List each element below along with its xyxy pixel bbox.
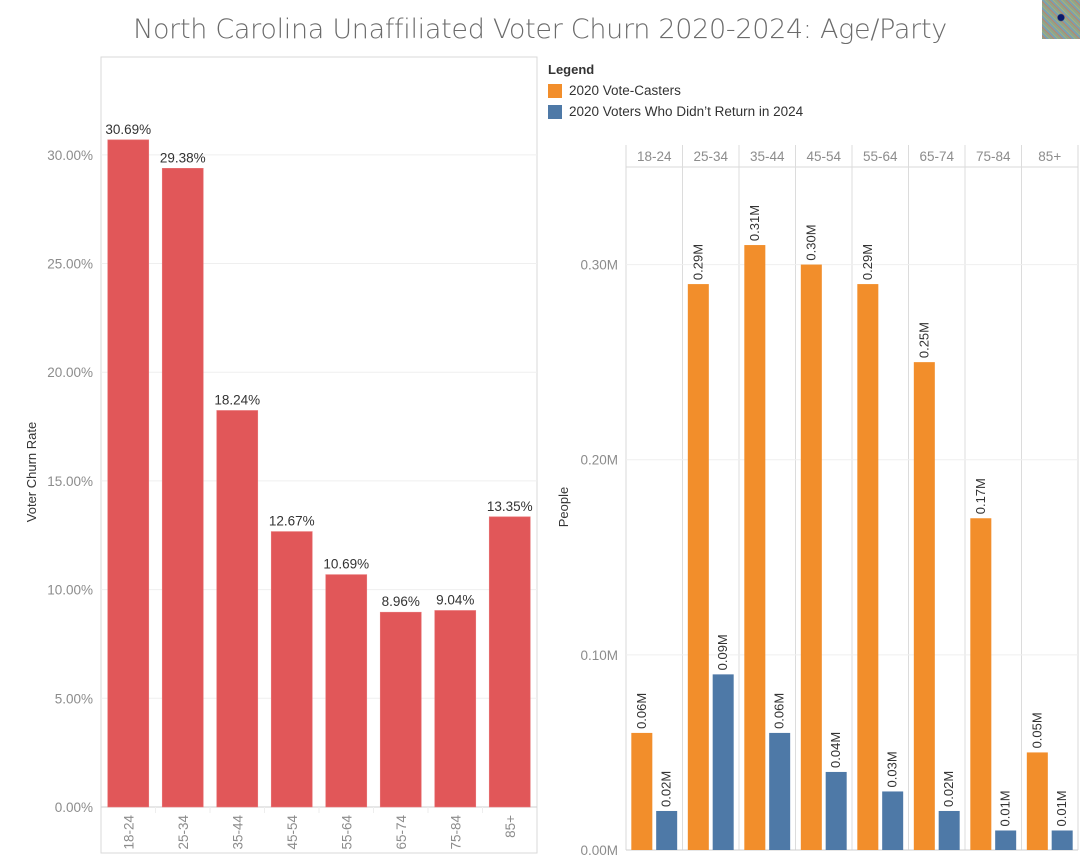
bar-vote-casters-65-74 xyxy=(913,362,935,850)
legend-label: 2020 Voters Who Didn’t Return in 2024 xyxy=(569,104,804,119)
y-tick-label: 15.00% xyxy=(47,474,93,489)
bar-non-returning-18-24 xyxy=(656,810,678,850)
data-label: 13.35% xyxy=(487,499,533,514)
data-label: 0.31M xyxy=(747,205,762,241)
y-tick-label: 0.00M xyxy=(580,843,618,858)
y-tick-label: 25.00% xyxy=(47,257,93,272)
bar-non-returning-55-64 xyxy=(882,791,904,850)
bar-non-returning-85+ xyxy=(1051,830,1073,850)
header-category-label: 55-64 xyxy=(863,149,898,164)
bar-55-64 xyxy=(325,574,368,808)
plot-frame xyxy=(100,56,538,854)
bar-vote-casters-75-84 xyxy=(970,518,992,850)
x-tick-label: 85+ xyxy=(503,815,518,838)
data-label: 8.96% xyxy=(382,594,420,609)
x-tick-label: 45-54 xyxy=(285,815,300,850)
x-tick-label: 75-84 xyxy=(448,815,463,850)
data-label: 0.01M xyxy=(1054,790,1069,826)
data-label: 18.24% xyxy=(214,392,260,407)
bar-vote-casters-18-24 xyxy=(631,732,653,850)
legend-item-vote-casters[interactable]: 2020 Vote-Casters xyxy=(548,80,803,101)
bar-vote-casters-55-64 xyxy=(857,284,879,851)
bar-non-returning-25-34 xyxy=(712,674,734,850)
data-label: 0.02M xyxy=(941,771,956,807)
y-tick-label: 0.30M xyxy=(580,258,618,273)
map-thumbnail-icon[interactable] xyxy=(1042,0,1080,39)
header-category-label: 18-24 xyxy=(637,149,672,164)
bar-65-74 xyxy=(379,611,422,808)
legend-item-non-returning[interactable]: 2020 Voters Who Didn’t Return in 2024 xyxy=(548,101,803,122)
data-label: 0.03M xyxy=(885,751,900,787)
x-tick-label: 65-74 xyxy=(394,815,409,850)
bar-non-returning-75-84 xyxy=(995,830,1017,850)
data-label: 10.69% xyxy=(323,557,369,572)
bar-85+ xyxy=(488,516,531,808)
data-label: 12.67% xyxy=(269,514,315,529)
bar-vote-casters-25-34 xyxy=(687,284,709,851)
header-category-label: 75-84 xyxy=(976,149,1011,164)
y-tick-label: 20.00% xyxy=(47,365,93,380)
header-category-label: 45-54 xyxy=(806,149,841,164)
data-label: 0.30M xyxy=(803,224,818,260)
y-axis-label: People xyxy=(556,487,571,527)
bar-75-84 xyxy=(434,610,477,808)
bar-non-returning-35-44 xyxy=(769,732,791,850)
data-label: 0.04M xyxy=(828,732,843,768)
legend-label: 2020 Vote-Casters xyxy=(569,83,681,98)
data-label: 0.25M xyxy=(916,322,931,358)
y-tick-label: 5.00% xyxy=(55,691,93,706)
bar-non-returning-45-54 xyxy=(825,771,847,850)
data-label: 0.29M xyxy=(860,244,875,280)
x-tick-label: 25-34 xyxy=(176,815,191,850)
y-tick-label: 30.00% xyxy=(47,148,93,163)
people-chart: 18-24 25-34 35-44 45-54 55-64 65-74 75-84 85+ 0.… xyxy=(556,145,1079,858)
header-category-label: 65-74 xyxy=(919,149,954,164)
header-category-label: 35-44 xyxy=(750,149,785,164)
x-tick-label: 55-64 xyxy=(339,815,354,850)
bar-vote-casters-85+ xyxy=(1026,752,1048,850)
data-label: 0.05M xyxy=(1029,712,1044,748)
legend-swatch-orange xyxy=(548,83,562,98)
bar-25-34 xyxy=(161,168,204,808)
data-label: 0.29M xyxy=(690,244,705,280)
data-label: 29.38% xyxy=(160,150,206,165)
data-label: 30.69% xyxy=(105,122,151,137)
legend-swatch-blue xyxy=(548,104,562,119)
x-tick-label: 18-24 xyxy=(121,815,136,850)
bar-vote-casters-35-44 xyxy=(744,245,766,851)
data-label: 9.04% xyxy=(436,592,474,607)
y-axis-label: Voter Churn Rate xyxy=(24,422,39,522)
x-tick-label: 35-44 xyxy=(230,815,245,850)
chart-title: North Carolina Unaffiliated Voter Churn … xyxy=(133,14,947,45)
bar-45-54 xyxy=(270,531,313,808)
data-label: 0.01M xyxy=(998,790,1013,826)
y-tick-label: 0.20M xyxy=(580,453,618,468)
data-label: 0.06M xyxy=(634,693,649,729)
bar-non-returning-65-74 xyxy=(938,810,960,850)
data-label: 0.02M xyxy=(659,771,674,807)
y-tick-label: 0.00% xyxy=(55,800,93,815)
y-tick-label: 0.10M xyxy=(580,648,618,663)
header-category-label: 25-34 xyxy=(693,149,728,164)
bar-vote-casters-45-54 xyxy=(800,264,822,851)
churn-rate-chart: 0.00% 5.00% 10.00% 15.00% 20.00% 25.00% 30.00%… xyxy=(24,56,538,854)
bar-18-24 xyxy=(107,139,150,808)
legend: Legend 2020 Vote-Casters 2020 Voters Who… xyxy=(548,62,803,122)
data-label: 0.09M xyxy=(715,634,730,670)
header-category-label: 85+ xyxy=(1038,149,1061,164)
data-label: 0.17M xyxy=(973,478,988,514)
data-label: 0.06M xyxy=(772,693,787,729)
bar-35-44 xyxy=(216,410,259,808)
y-tick-label: 10.00% xyxy=(47,583,93,598)
legend-title: Legend xyxy=(548,62,595,77)
